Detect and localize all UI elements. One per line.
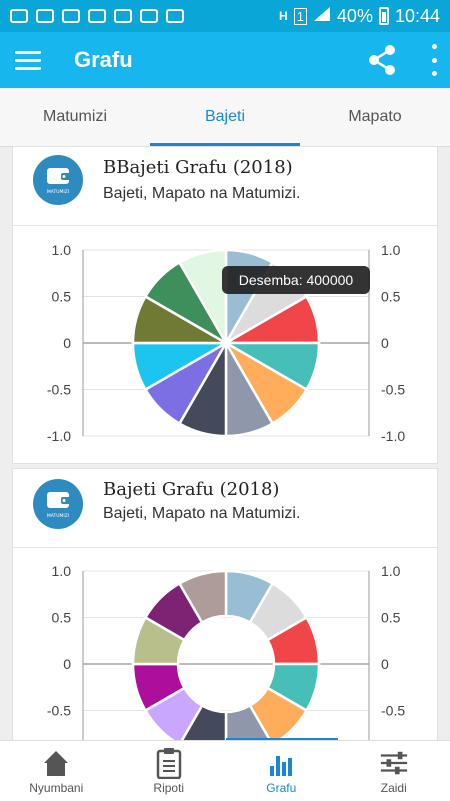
donut-chart[interactable]: 1.0 1.0 0.5 0.5 0 0 -0.5 -0.5 (13, 548, 439, 740)
y-tick-left: 1.0 (52, 563, 72, 579)
nav-ripoti[interactable]: Ripoti (113, 741, 226, 801)
y-tick-right: -0.5 (381, 703, 405, 719)
tab-matumizi[interactable]: Matumizi (0, 88, 150, 146)
home-icon (41, 747, 71, 779)
clipboard-icon (154, 747, 184, 779)
chart-card: MATUMIZI BBajeti Grafu (2018) Bajeti, Ma… (12, 146, 438, 464)
nav-label: Grafu (266, 781, 296, 795)
cloud-icon (140, 9, 158, 23)
app-title: Grafu (74, 47, 133, 73)
image-icon (88, 9, 106, 23)
battery-icon (379, 7, 389, 25)
laptop-icon (36, 9, 54, 23)
pie-chart[interactable]: 1.0 1.0 0.5 0.5 0 0 -0.5 -0.5 -1.0 -1.0 Desemba: 4… (13, 226, 439, 456)
nav-label: Zaidi (381, 781, 407, 795)
chat-icon (10, 9, 28, 23)
card-title: Bajeti Grafu (2018) (103, 479, 279, 500)
status-bar: H 1 40% 10:44 (0, 0, 450, 32)
wallet-icon: MATUMIZI (33, 155, 83, 205)
tab-bajeti[interactable]: Bajeti (150, 88, 300, 146)
y-tick-right: -1.0 (381, 428, 405, 444)
notification-icons (0, 9, 184, 23)
mail-icon (114, 9, 132, 23)
nav-nyumbani[interactable]: Nyumbani (0, 741, 113, 801)
tab-bar: Matumizi Bajeti Mapato (0, 88, 450, 147)
y-tick-left: 0.5 (52, 610, 72, 626)
card-header: MATUMIZI BBajeti Grafu (2018) Bajeti, Ma… (13, 147, 437, 226)
svg-text:MATUMIZI: MATUMIZI (47, 189, 69, 195)
y-tick-right: 0.5 (381, 289, 401, 305)
signal-icon (313, 6, 331, 27)
more-vert-icon[interactable] (428, 44, 440, 76)
nav-grafu[interactable]: Grafu (225, 741, 338, 801)
chart-list[interactable]: MATUMIZI BBajeti Grafu (2018) Bajeti, Ma… (0, 146, 450, 740)
network-type: H (279, 9, 288, 23)
y-tick-left: 1.0 (52, 242, 72, 258)
bottom-nav: Nyumbani Ripoti Grafu (0, 740, 450, 801)
y-tick-right: 0 (381, 656, 389, 672)
app-bar: Grafu (0, 32, 450, 88)
y-tick-left: 0 (63, 656, 71, 672)
wallet-icon: MATUMIZI (33, 479, 83, 529)
y-tick-right: -0.5 (381, 382, 405, 398)
y-tick-left: 0.5 (52, 289, 72, 305)
bar-chart-icon (266, 747, 296, 779)
battery-percent: 40% (337, 6, 373, 27)
sliders-icon (379, 747, 409, 779)
y-tick-right: 1.0 (381, 563, 401, 579)
card-subtitle: Bajeti, Mapato na Matumizi. (103, 185, 300, 203)
y-tick-left: -0.5 (47, 382, 71, 398)
sim-indicator: 1 (294, 8, 307, 25)
y-tick-right: 0 (381, 335, 389, 351)
chart-tooltip: Desemba: 400000 (222, 266, 370, 294)
card-title: BBajeti Grafu (2018) (103, 157, 293, 178)
card-subtitle: Bajeti, Mapato na Matumizi. (103, 505, 300, 523)
app-icon (62, 9, 80, 23)
tooltip-text: Desemba: 400000 (239, 272, 354, 288)
y-tick-left: -0.5 (47, 703, 71, 719)
nav-zaidi[interactable]: Zaidi (338, 741, 450, 801)
clock: 10:44 (395, 6, 440, 27)
card-header: MATUMIZI Bajeti Grafu (2018) Bajeti, Map… (13, 469, 437, 548)
y-tick-left: -1.0 (47, 428, 71, 444)
hamburger-menu-icon[interactable] (0, 32, 56, 88)
nav-label: Ripoti (153, 781, 184, 795)
status-right: H 1 40% 10:44 (279, 0, 440, 32)
svg-text:MATUMIZI: MATUMIZI (47, 513, 69, 519)
chart-card: MATUMIZI Bajeti Grafu (2018) Bajeti, Map… (12, 468, 438, 740)
chart-icon (166, 9, 184, 23)
nav-label: Nyumbani (29, 781, 83, 795)
y-tick-right: 1.0 (381, 242, 401, 258)
share-icon[interactable] (362, 40, 402, 80)
tab-mapato[interactable]: Mapato (300, 88, 450, 146)
y-tick-right: 0.5 (381, 610, 401, 626)
y-tick-left: 0 (63, 335, 71, 351)
